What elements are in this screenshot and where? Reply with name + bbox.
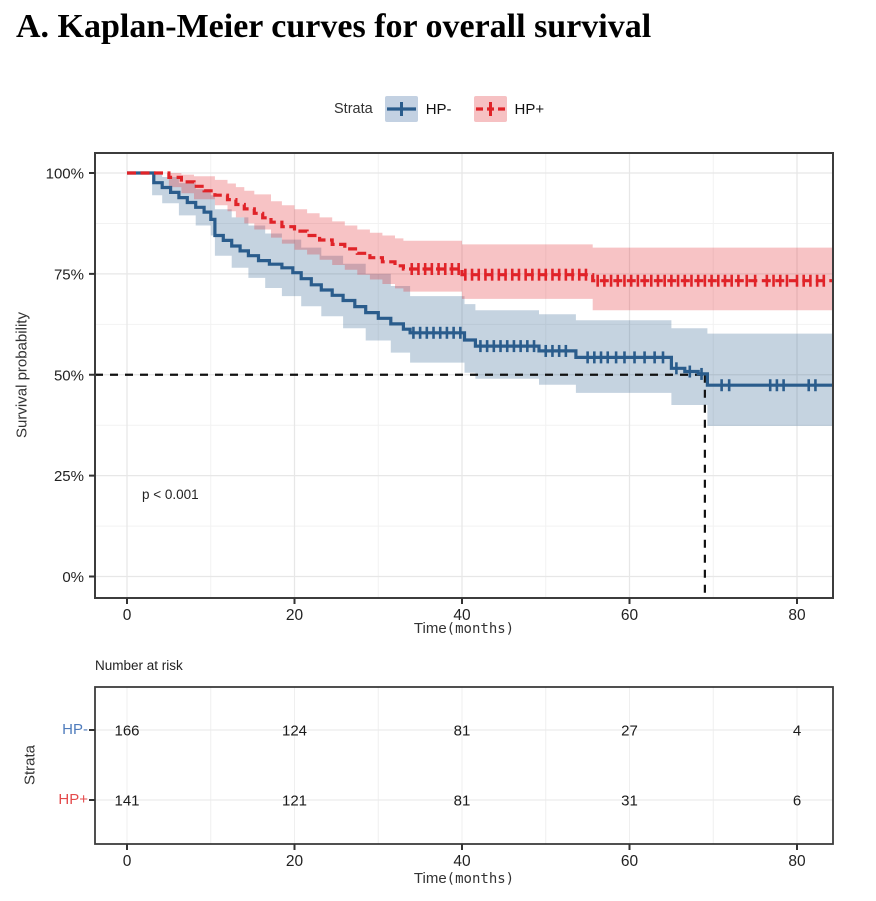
x-tick-label: 80: [788, 607, 806, 624]
y-tick-label: 50%: [54, 367, 84, 384]
risk-x-tick-label: 40: [453, 853, 471, 870]
figure-title: A. Kaplan-Meier curves for overall survi…: [16, 8, 652, 45]
risk-count-value: 124: [282, 723, 307, 740]
x-title-text: Time: [413, 870, 447, 887]
risk-count-value: 141: [114, 793, 139, 810]
risk-count-value: 81: [454, 723, 471, 740]
risk-count-value: 81: [454, 793, 471, 810]
km-key-glyph-red: [475, 102, 505, 116]
censor-marks-hpminus: [412, 326, 817, 392]
risk-count-value: 27: [621, 723, 638, 740]
survival-curve-hpplus: [127, 171, 833, 283]
y-tick-label: 0%: [62, 569, 84, 586]
risk-row-label-hp-plus: HP+: [58, 791, 88, 808]
legend-item-hp-plus: HP+: [473, 96, 545, 122]
risk-x-tick-label: 20: [286, 853, 304, 870]
risk-x-tick-label: 60: [621, 853, 639, 870]
risk-x-tick-label: 0: [123, 853, 132, 870]
risk-panel-border: [94, 686, 834, 845]
x-title-mono: (months): [446, 621, 515, 637]
x-title-mono: (months): [446, 871, 515, 887]
y-tick-label: 25%: [54, 468, 84, 485]
pvalue-annotation: p < 0.001: [142, 487, 199, 502]
x-tick-label: 20: [286, 607, 304, 624]
risk-count-value: 121: [282, 793, 307, 810]
risk-count-value: 4: [793, 723, 801, 740]
x-tick-label: 60: [621, 607, 639, 624]
main-x-axis-title: Time(months): [414, 620, 514, 637]
km-key-glyph-blue: [386, 102, 416, 116]
legend-label-hp-minus: HP-: [425, 100, 452, 118]
risk-y-axis-title: Strata: [21, 744, 39, 786]
median-reference-lines: [95, 373, 706, 598]
y-tick-label: 75%: [54, 266, 84, 283]
confidence-band-hpplus: [127, 173, 833, 311]
risk-x-tick-label: 80: [788, 853, 806, 870]
censor-marks-hpplus: [410, 263, 826, 287]
x-tick-label: 40: [453, 607, 471, 624]
survival-curve-hpminus: [127, 171, 833, 387]
legend: Strata HP- HP+: [334, 96, 556, 122]
main-gridlines: [95, 153, 833, 598]
confidence-band-hpminus: [127, 173, 833, 426]
main-axes: 0% 25% 50% 75% 100% 0 20 40 60 80: [46, 166, 806, 625]
y-tick-label: 100%: [46, 166, 84, 183]
x-title-text: Time: [413, 620, 447, 637]
risk-count-value: 31: [621, 793, 638, 810]
x-tick-label: 0: [123, 607, 132, 624]
km-line-censor-key-icon: [384, 96, 418, 122]
legend-item-hp-minus: HP-: [384, 96, 452, 122]
legend-label-hp-plus: HP+: [514, 100, 545, 118]
risk-count-value: 166: [114, 723, 139, 740]
risk-count-value: 6: [793, 793, 801, 810]
risk-table-title: Number at risk: [95, 658, 183, 673]
km-line-censor-key-icon: [473, 96, 507, 122]
risk-x-axis-title: Time(months): [414, 870, 514, 887]
main-y-axis-title: Survival probability: [13, 312, 31, 438]
legend-strata-label: Strata: [334, 101, 373, 117]
risk-row-label-hp-minus: HP-: [62, 721, 88, 738]
